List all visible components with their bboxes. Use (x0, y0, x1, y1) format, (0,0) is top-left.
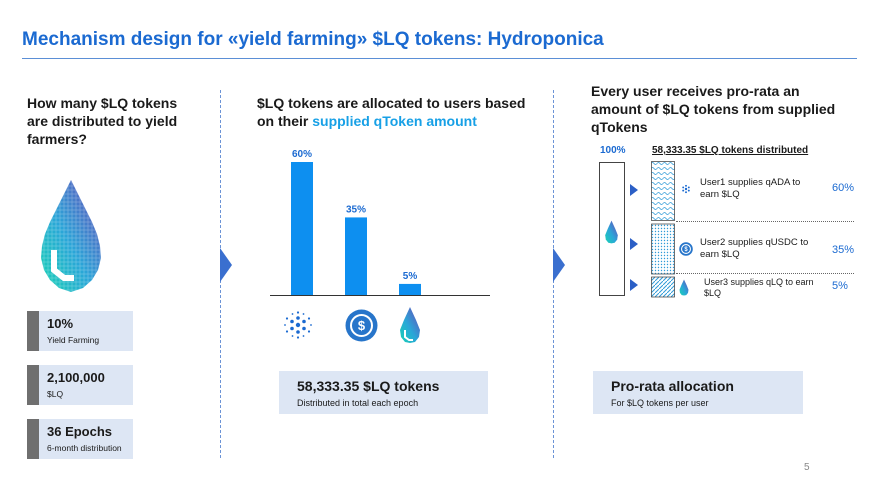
share-segment-2 (651, 223, 675, 275)
cardano-icon (682, 184, 690, 194)
bar-label-qusdc: 35% (346, 204, 366, 215)
liqwid-small-drop-icon (400, 307, 420, 343)
stat-label: $LQ (47, 389, 64, 399)
triangle-arrow-icon (630, 279, 638, 291)
triangle-arrow-icon (630, 238, 638, 250)
right-heading: Every user receives pro-rata an amount o… (591, 83, 836, 135)
stat-label: Yield Farming (47, 335, 100, 345)
triangle-arrow-icon (630, 184, 638, 196)
left-question: How many $LQ tokens are distributed to y… (27, 95, 178, 147)
total-percent: 100% (600, 145, 626, 156)
epoch-summary-box: 58,333.35 $LQ tokens Distributed in tota… (279, 371, 488, 414)
epoch-summary-value: 58,333.35 $LQ tokens (297, 378, 440, 394)
usdc-icon: $ (679, 242, 693, 256)
user3-percent: 5% (832, 280, 848, 292)
user2-percent: 35% (832, 244, 855, 256)
title-divider (22, 58, 857, 59)
page-title: Mechanism design for «yield farming» $LQ… (22, 29, 604, 50)
bar-label-qada: 60% (292, 149, 312, 160)
pool-drop-icon (605, 220, 618, 244)
stat-value: 2,100,000 (47, 370, 105, 385)
stat-yield-farming: 10% Yield Farming (27, 311, 133, 351)
share-segment-3 (651, 276, 675, 298)
usdc-icon: $ (345, 309, 378, 342)
allocation-bar-chart: 60% 35% 5% (270, 145, 490, 300)
user2-label: User2 supplies qUSDC to earn $LQ (700, 237, 809, 260)
middle-heading-accent: supplied qToken amount (312, 113, 477, 129)
arrow-right-icon (553, 248, 565, 282)
user1-label: User1 supplies qADA to earn $LQ (700, 177, 801, 200)
stat-bar (27, 419, 39, 459)
pro-rata-summary-label: For $LQ tokens per user (611, 398, 709, 408)
user1-percent: 60% (832, 182, 855, 194)
bar-qlq (399, 283, 421, 295)
stat-total-lq: 2,100,000 $LQ (27, 365, 133, 405)
chart-svg: 60% 35% 5% (270, 149, 490, 296)
stacked-share-bar (651, 161, 675, 298)
page-number: 5 (804, 462, 810, 473)
svg-text:$: $ (684, 247, 688, 253)
bar-label-qlq: 5% (403, 271, 418, 282)
pro-rata-summary-box: Pro-rata allocation For $LQ tokens per u… (593, 371, 803, 414)
stat-value: 10% (47, 316, 74, 331)
arrow-right-icon (220, 248, 232, 282)
cardano-icon (284, 311, 312, 339)
stat-bar (27, 311, 39, 351)
middle-heading: $LQ tokens are allocated to users based … (257, 94, 537, 130)
supply-pool-bar (599, 162, 625, 296)
stat-label: 6-month distribution (47, 443, 122, 453)
pro-rata-summary-value: Pro-rata allocation (611, 378, 734, 394)
liqwid-drop-icon (41, 180, 101, 292)
bar-qada (291, 162, 313, 295)
user3-label: User3 supplies qLQ to earn $LQ (704, 277, 814, 298)
svg-text:$: $ (358, 318, 366, 333)
distributed-total: 58,333.35 $LQ tokens distributed (652, 145, 809, 156)
liqwid-small-drop-icon (679, 279, 689, 296)
epoch-summary-label: Distributed in total each epoch (297, 398, 419, 408)
share-segment-1 (651, 161, 675, 221)
bar-qusdc (345, 217, 367, 295)
stat-value: 36 Epochs (47, 424, 113, 439)
middle-heading-text: $LQ tokens are allocated to users based … (257, 95, 526, 129)
stat-epochs: 36 Epochs 6-month distribution (27, 419, 133, 459)
row-divider (676, 221, 854, 222)
stat-bar (27, 365, 39, 405)
row-divider (676, 273, 854, 274)
